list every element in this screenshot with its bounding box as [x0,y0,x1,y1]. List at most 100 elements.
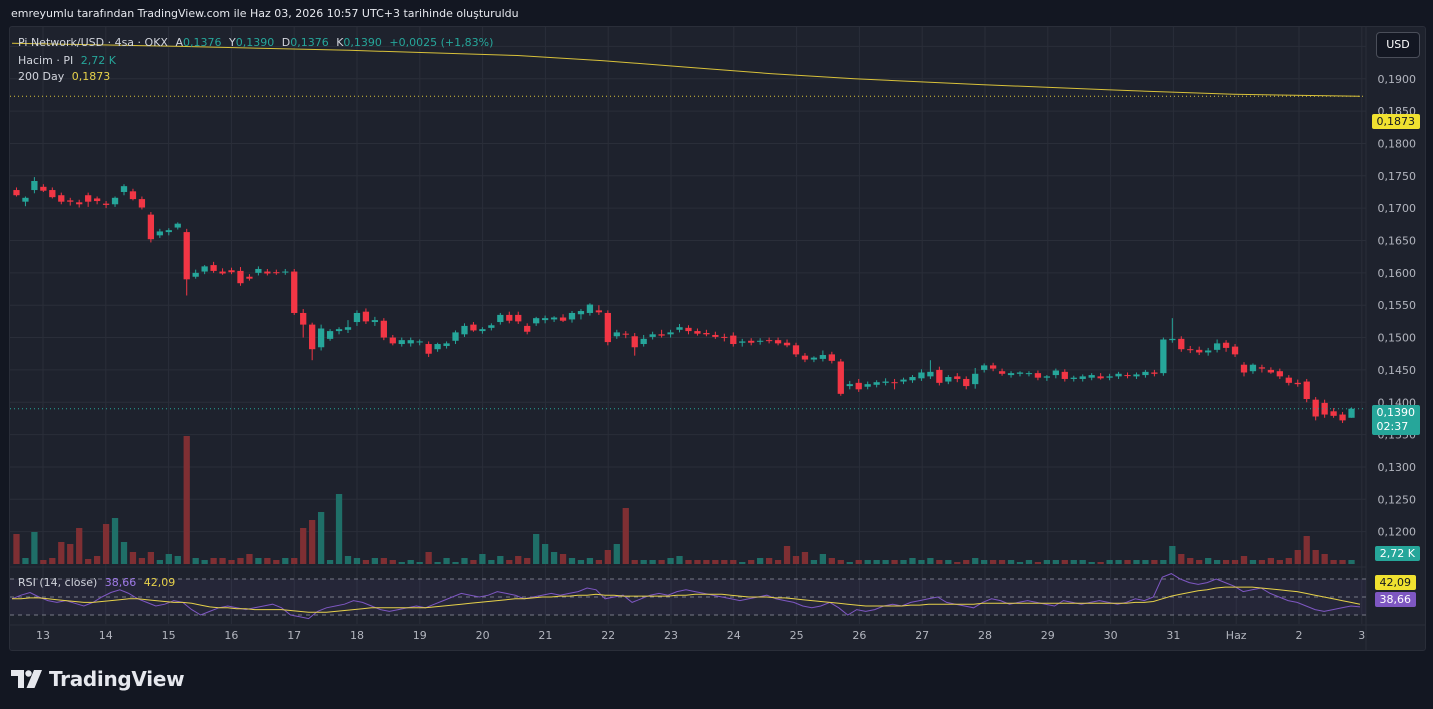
candle-body [93,198,101,202]
volume-bar [783,546,791,564]
high-key: Y [228,36,236,49]
volume-bar [1034,562,1042,564]
candle-body [49,190,56,198]
symbol-label[interactable]: Pi Network/USD · 4sa · OKX [18,36,168,49]
rsi-label: RSI (14, close) [18,576,98,589]
chart-panel[interactable]: 0,19500,19000,18500,18000,17500,17000,16… [9,26,1426,651]
volume-bar [111,518,119,564]
close-value: 0,1390 [343,36,382,49]
volume-bar [380,558,387,564]
volume-bar [344,556,352,564]
volume-bar [1115,560,1122,564]
candle-body [846,384,853,387]
open-key: A [175,36,183,49]
time-tick-label: 15 [162,629,176,642]
volume-bar [1187,558,1194,564]
volume-bar [568,558,576,564]
price-tick-label: 0,1550 [1378,299,1417,312]
candle-body [1097,376,1104,379]
candle-body [515,314,522,322]
volume-bar [533,534,540,564]
ma-label: 200 Day [18,70,65,83]
volume-bar [685,560,692,564]
candle-body [631,336,638,348]
candle-body [1330,411,1337,416]
candle-body [774,340,782,344]
candle-body [201,266,208,272]
volume-bar [676,556,683,564]
volume-bar [1348,560,1355,564]
candle-body [380,320,387,338]
ma-legend[interactable]: 200 Day 0,1873 [18,70,110,83]
volume-bar [479,554,486,564]
time-tick-label: 25 [790,629,804,642]
volume-bar [192,558,199,564]
volume-bar [470,560,477,564]
volume-bar [362,560,370,564]
change-value: +0,0025 (+1,83%) [389,36,494,49]
rsi-value: 38,66 [104,576,137,589]
candle-body [1321,402,1328,415]
candle-body [712,334,719,337]
candle-body [721,336,728,338]
candle-body [371,320,379,323]
volume-bar [721,560,728,564]
rsi-ma-tag: 42,09 [1374,575,1416,590]
volume-bar [1267,558,1275,564]
candle-body [703,333,710,335]
candle-body [353,312,361,323]
open-value: 0,1376 [182,36,222,49]
volume-bar [102,524,110,564]
volume-bar [667,558,674,564]
time-tick-label: Haz [1226,629,1247,642]
candle-body [667,332,674,335]
rsi-legend[interactable]: RSI (14, close) 38,66 42,09 [18,576,175,589]
candle-body [407,340,414,344]
volume-bar [703,560,710,564]
volume-bar [1222,560,1230,564]
volume-bar [300,528,307,564]
volume-bar [237,558,244,564]
candle-body [309,324,316,350]
candle-body [282,271,289,273]
candle-body [855,382,862,390]
rsi-ma-line [12,586,1361,613]
time-tick-label: 16 [224,629,238,642]
candle-body [533,318,540,324]
volume-bar [631,560,638,564]
volume-bar [936,560,943,564]
candle-body [757,340,764,342]
candle-body [389,337,396,344]
candle-body [595,310,603,313]
candle-body [748,340,755,343]
candle-body [326,331,334,339]
volume-bar [963,560,970,564]
price-tick-label: 0,1450 [1378,364,1417,377]
candle-body [219,271,226,274]
ma-price-tag: 0,1873 [1371,114,1420,129]
candle-body [1339,414,1346,421]
volume-bar [1249,560,1257,564]
volume-bar [819,554,827,564]
candle-body [1348,408,1355,418]
candle-body [425,344,432,354]
tradingview-logo[interactable]: TradingView [11,666,185,692]
candle-body [792,345,800,355]
volume-bar [353,558,361,564]
volume-bar [1196,560,1203,564]
volume-bar [1321,554,1328,564]
candle-body [981,365,988,370]
currency-button[interactable]: USD [1376,32,1420,58]
candle-body [1034,373,1042,378]
volume-bar [67,544,74,564]
volume-bar [1205,558,1212,564]
volume-bar [989,560,997,564]
candle-body [434,344,441,350]
volume-bar [954,562,961,564]
candle-body [506,314,513,321]
chart-canvas[interactable]: 0,19500,19000,18500,18000,17500,17000,16… [10,27,1425,650]
volume-bar [309,520,316,564]
volume-legend[interactable]: Hacim · PI 2,72 K [18,54,116,67]
candle-body [1070,377,1077,379]
volume-bar [58,542,65,564]
